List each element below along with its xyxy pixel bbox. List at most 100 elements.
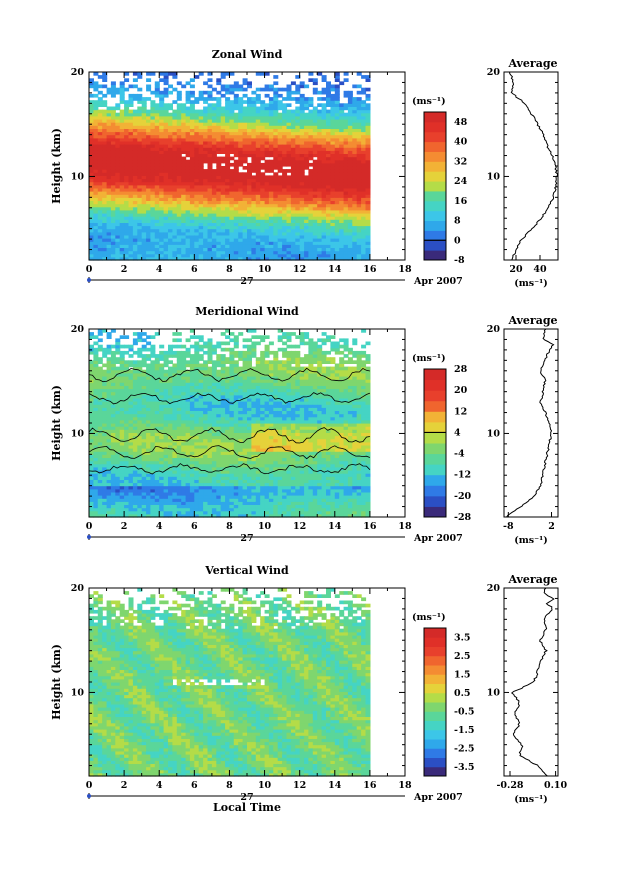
heatmap-cell — [150, 470, 156, 474]
heatmap-cell — [176, 122, 182, 126]
heatmap-cell — [347, 241, 353, 245]
heatmap-cell — [268, 184, 274, 189]
heatmap-cell — [321, 256, 327, 261]
heatmap-cell — [124, 485, 130, 490]
heatmap-cell — [89, 156, 94, 161]
heatmap-cell — [106, 466, 112, 471]
heatmap-cell — [163, 407, 169, 411]
heatmap-cell — [115, 253, 121, 258]
heatmap-cell — [277, 112, 283, 117]
heatmap-cell — [277, 247, 283, 252]
heatmap-cell — [290, 216, 296, 220]
heatmap-cell — [181, 200, 187, 205]
heatmap-cell — [106, 401, 112, 405]
heatmap-cell — [159, 238, 165, 242]
heatmap-cell — [146, 444, 152, 449]
heatmap-cell — [124, 426, 130, 430]
heatmap-cell — [102, 159, 108, 164]
heatmap-cell — [119, 184, 125, 189]
heatmap-cell — [102, 134, 108, 139]
heatmap-cell — [304, 153, 310, 158]
heatmap-cell — [150, 187, 156, 192]
heatmap-cell — [189, 438, 195, 443]
heatmap-cell — [102, 454, 108, 458]
heatmap-cell — [260, 119, 266, 123]
heatmap-cell — [154, 115, 160, 120]
heatmap-cell — [339, 250, 345, 255]
heatmap-cell — [207, 225, 213, 230]
heatmap-cell — [189, 169, 195, 173]
heatmap-cell — [194, 470, 200, 474]
heatmap-cell — [93, 501, 99, 505]
heatmap-cell — [159, 397, 165, 402]
heatmap-cell — [172, 137, 178, 142]
heatmap-cell — [181, 410, 187, 415]
heatmap-cell — [115, 376, 121, 380]
heatmap-cell — [229, 119, 235, 123]
heatmap-cell — [93, 369, 99, 374]
heatmap-cell — [97, 448, 103, 452]
heatmap-cell — [290, 191, 296, 195]
heatmap-cell — [154, 253, 160, 258]
heatmap-cell — [110, 175, 116, 180]
heatmap-cell — [189, 360, 195, 364]
x-tick-label: 18 — [398, 264, 412, 275]
heatmap-cell — [154, 178, 160, 183]
heatmap-cell — [146, 454, 152, 458]
heatmap-cell — [163, 225, 169, 230]
heatmap-cell — [124, 197, 130, 201]
heatmap-cell — [295, 144, 301, 148]
heatmap-cell — [172, 125, 178, 129]
heatmap-cell — [146, 416, 152, 421]
heatmap-cell — [93, 197, 99, 201]
heatmap-cell — [198, 491, 204, 496]
heatmap-cell — [251, 178, 257, 183]
heatmap-cell — [233, 166, 239, 170]
heatmap-cell — [163, 416, 169, 421]
heatmap-cell — [181, 115, 187, 120]
heatmap-cell — [264, 162, 270, 167]
heatmap-cell — [326, 194, 331, 198]
heatmap-cell — [290, 253, 296, 258]
heatmap-cell — [115, 162, 121, 167]
heatmap-cell — [172, 150, 178, 154]
heatmap-cell — [277, 175, 283, 180]
heatmap-cell — [163, 404, 169, 408]
heatmap-cell — [229, 125, 235, 129]
heatmap-cell — [247, 228, 252, 233]
heatmap-cell — [97, 454, 103, 458]
heatmap-cell — [163, 504, 169, 509]
heatmap-cell — [207, 178, 213, 183]
heatmap-cell — [251, 222, 257, 227]
heatmap-cell — [132, 72, 138, 76]
heatmap-cell — [132, 413, 138, 418]
heatmap-cell — [168, 153, 173, 158]
heatmap-cell — [124, 250, 130, 255]
heatmap-cell — [251, 147, 257, 151]
heatmap-cell — [154, 488, 160, 493]
heatmap-cell — [326, 256, 331, 261]
heatmap-cell — [172, 338, 178, 343]
heatmap-cell — [159, 504, 165, 509]
heatmap-cell — [352, 125, 358, 129]
heatmap-cell — [115, 194, 121, 198]
heatmap-cell — [356, 244, 362, 248]
heatmap-cell — [273, 112, 279, 117]
heatmap-cell — [176, 140, 182, 145]
heatmap-cell — [194, 507, 200, 512]
heatmap-cell — [238, 191, 244, 195]
heatmap-cell — [132, 501, 138, 505]
heatmap-cell — [159, 241, 165, 245]
heatmap-cell — [194, 97, 200, 101]
heatmap-cell — [159, 404, 165, 408]
heatmap-cell — [119, 209, 125, 214]
heatmap-cell — [317, 209, 323, 214]
heatmap-cell — [365, 137, 371, 142]
heatmap-cell — [233, 231, 239, 236]
heatmap-cell — [102, 112, 108, 117]
heatmap-cell — [97, 419, 103, 424]
heatmap-cell — [146, 460, 152, 465]
heatmap-cell — [229, 241, 235, 245]
heatmap-cell — [312, 144, 318, 148]
heatmap-cell — [326, 244, 331, 248]
